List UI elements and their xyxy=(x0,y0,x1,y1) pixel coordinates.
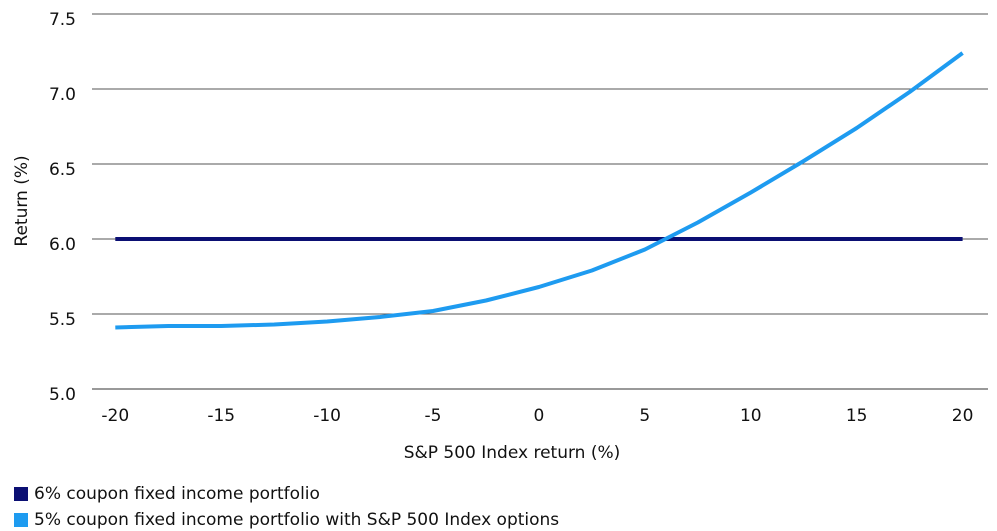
y-tick-label: 7.5 xyxy=(49,10,76,30)
x-tick-label: 0 xyxy=(534,406,545,426)
y-tick-label: 6.5 xyxy=(49,160,76,180)
legend-swatch xyxy=(14,513,28,527)
x-tick-label: -20 xyxy=(101,406,129,426)
y-tick-label: 6.0 xyxy=(49,235,76,255)
y-tick-label: 7.0 xyxy=(49,85,76,105)
x-tick-label: 10 xyxy=(740,406,762,426)
legend-swatch xyxy=(14,487,28,501)
x-tick-label: 5 xyxy=(639,406,650,426)
x-tick-label: 20 xyxy=(952,406,974,426)
legend-label: 6% coupon fixed income portfolio xyxy=(34,484,320,504)
y-tick-label: 5.5 xyxy=(49,310,76,330)
x-axis-label: S&P 500 Index return (%) xyxy=(404,443,621,463)
series-line xyxy=(115,51,964,330)
x-tick-label: -10 xyxy=(313,406,341,426)
x-tick-label: -5 xyxy=(425,406,442,426)
x-tick-label: -15 xyxy=(207,406,235,426)
y-tick-label: 5.0 xyxy=(49,385,76,405)
x-tick-label: 15 xyxy=(846,406,868,426)
legend-label: 5% coupon fixed income portfolio with S&… xyxy=(34,510,559,530)
y-axis-label: Return (%) xyxy=(12,155,32,246)
